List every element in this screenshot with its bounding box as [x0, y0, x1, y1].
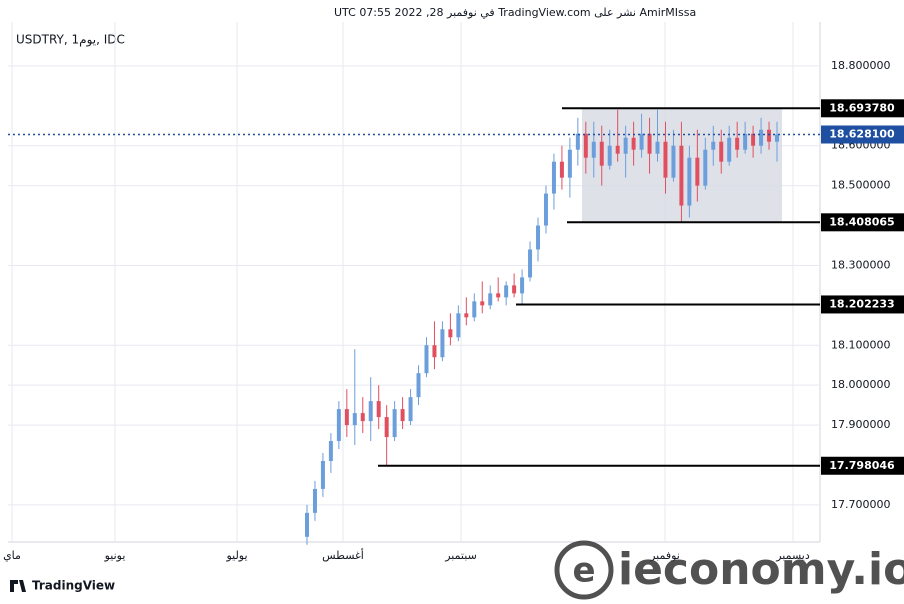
y-tick-label: 18.500000 — [831, 179, 891, 192]
candle-body — [543, 193, 548, 226]
price-label: 17.798046 — [829, 459, 895, 472]
candle-body — [344, 409, 349, 426]
tradingview-logo: TradingView — [10, 579, 115, 593]
candle-body — [615, 145, 620, 154]
candle-body — [456, 313, 461, 338]
candle-body — [512, 285, 517, 294]
candle-body — [567, 149, 572, 178]
candle-body — [368, 401, 373, 422]
price-label-bg — [821, 213, 904, 232]
candle-body — [751, 133, 756, 146]
y-tick-label: 18.800000 — [831, 59, 891, 72]
price-label-bg — [821, 125, 904, 144]
price-label-bg — [821, 99, 904, 118]
candle-body — [639, 133, 644, 150]
symbol-label: USDTRY, 1يوم, IDC — [16, 33, 125, 48]
candle-body — [743, 133, 748, 150]
candle-body — [607, 145, 612, 166]
watermark-text: ieconomy.io — [618, 544, 904, 595]
candle-body — [655, 141, 660, 154]
candle-body — [360, 413, 365, 422]
candle-body — [336, 409, 341, 442]
candle-body — [488, 293, 493, 306]
candle-body — [559, 161, 564, 178]
candle-body — [400, 409, 405, 422]
candle-body — [711, 141, 716, 150]
candle-body — [328, 441, 333, 461]
price-label: 18.628100 — [829, 128, 895, 141]
candle-body — [671, 145, 676, 178]
y-tick-label: 17.700000 — [831, 498, 891, 511]
candle-body — [504, 285, 509, 298]
candle-body — [735, 137, 740, 150]
candle-body — [759, 129, 764, 146]
candle-body — [583, 133, 588, 158]
y-tick-label: 18.300000 — [831, 258, 891, 271]
candle-body — [440, 329, 445, 358]
candle-body — [647, 133, 652, 154]
x-tick-label: نوفمبر — [649, 549, 680, 562]
candle-body — [719, 141, 724, 162]
candle-body — [464, 313, 469, 318]
x-tick-label: ماي — [3, 549, 21, 562]
x-tick-label: يوليو — [225, 549, 247, 562]
candle-body — [496, 293, 501, 298]
candle-body — [551, 161, 556, 194]
candle-body — [528, 249, 533, 278]
candle-body — [416, 373, 421, 398]
candle-body — [432, 345, 437, 358]
candle-body — [424, 345, 429, 374]
candle-body — [520, 277, 525, 294]
candle-body — [408, 397, 413, 422]
candle-body — [687, 157, 692, 206]
x-tick-label: سبتمبر — [444, 549, 477, 562]
x-tick-label: ديسمبر — [775, 549, 810, 562]
candle-body — [703, 149, 708, 186]
y-tick-label: 18.000000 — [831, 378, 891, 391]
candle-body — [575, 133, 580, 150]
candle-body — [679, 145, 684, 206]
candle-body — [591, 141, 596, 158]
svg-text:e: e — [572, 551, 595, 591]
candle-body — [599, 141, 604, 166]
y-tick-label: 17.900000 — [831, 418, 891, 431]
x-tick-label: أغسطس — [322, 548, 364, 562]
candle-body — [384, 417, 389, 438]
candle-body — [631, 137, 636, 150]
y-tick-label: 18.100000 — [831, 338, 891, 351]
candle-body — [623, 137, 628, 154]
candle-body — [305, 512, 309, 537]
price-label-bg — [821, 456, 904, 475]
candle-body — [352, 413, 357, 426]
candle-body — [480, 301, 485, 306]
candle-body — [536, 225, 541, 250]
x-tick-label: يونيو — [104, 549, 126, 562]
header: AmirMIssa نشر على TradingView.com في نوف… — [334, 6, 696, 19]
candle-body — [376, 401, 381, 418]
price-label: 18.408065 — [829, 215, 894, 228]
candle-body — [727, 137, 732, 162]
candle-body — [775, 134, 779, 142]
watermark: e ieconomy.io — [554, 540, 904, 600]
candle-body — [448, 329, 453, 338]
candle-body — [695, 157, 700, 186]
candle-body — [320, 460, 325, 489]
footer-brand: TradingView — [32, 579, 115, 593]
price-label-bg — [821, 295, 904, 314]
candle-body — [472, 301, 477, 318]
price-label: 18.693780 — [829, 101, 895, 114]
candle-body — [392, 409, 397, 438]
candle-body — [312, 488, 317, 513]
plot: ماي يونيو يوليو أغسطس سبتمبر نوفمبر ديسمبر 18.8… — [3, 22, 904, 562]
price-label: 18.202233 — [829, 297, 894, 310]
candle-body — [663, 141, 668, 178]
candle-body — [767, 129, 772, 142]
